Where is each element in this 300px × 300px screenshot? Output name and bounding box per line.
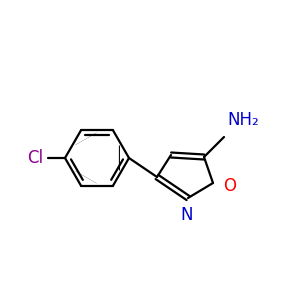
Text: NH₂: NH₂ — [227, 111, 259, 129]
Text: O: O — [223, 177, 236, 195]
Text: Cl: Cl — [27, 149, 43, 167]
Text: N: N — [181, 206, 193, 224]
